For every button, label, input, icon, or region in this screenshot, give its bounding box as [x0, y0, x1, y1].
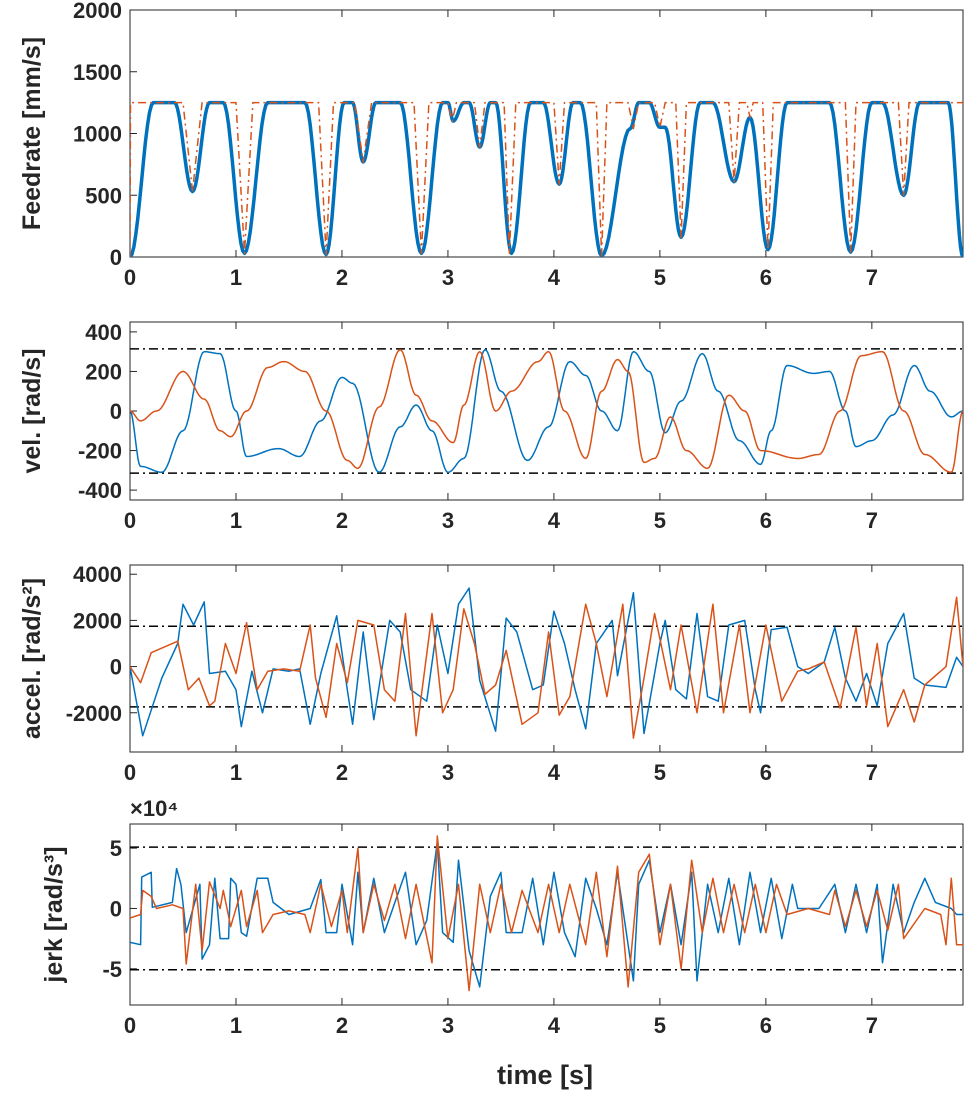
y-tick-label: 0 — [110, 245, 122, 270]
y-tick-label: 2000 — [73, 0, 122, 23]
feedrate-subplot: 0 1 2 3 4 5 6 7 0 500 1000 1500 2000 Feedrate [mm/s] — [18, 0, 964, 290]
x-tick-label: 3 — [442, 760, 454, 785]
x-tick-label: 2 — [336, 760, 348, 785]
x-tick-label: 1 — [230, 1013, 242, 1038]
x-tick-label: 0 — [124, 760, 136, 785]
plot-area — [129, 9, 964, 258]
x-tick-label: 4 — [548, 265, 561, 290]
plot-area — [129, 823, 964, 1006]
x-tick-label: 6 — [760, 1013, 772, 1038]
acceleration-series-2 — [130, 596, 963, 739]
y-axis-label: Feedrate [mm/s] — [18, 37, 46, 230]
feedrate-series-2 — [130, 101, 963, 257]
x-tick-label: 3 — [442, 1013, 454, 1038]
jerk-subplot: 0 1 2 3 4 5 6 7 -5 0 5 jerk [rad/s³] — [40, 823, 964, 1038]
x-tick-label: 0 — [124, 508, 136, 533]
x-tick-label: 0 — [124, 1013, 136, 1038]
x-tick-label: 5 — [654, 1013, 666, 1038]
velocity-subplot: 0 1 2 3 4 5 6 7 -400 -200 0 200 400 vel. [rad/s] — [18, 320, 964, 533]
jerk-series-2 — [130, 835, 963, 992]
x-tick-label: 2 — [336, 265, 348, 290]
x-tick-label: 7 — [866, 265, 878, 290]
jerk-series-1 — [130, 841, 963, 988]
x-tick-label: 2 — [336, 1013, 348, 1038]
y-axis-label: vel. [rad/s] — [18, 348, 46, 473]
y-tick-label: -2000 — [66, 701, 122, 726]
y-tick-label: 5 — [110, 836, 122, 861]
x-tick-label: 1 — [230, 760, 242, 785]
x-tick-label: 5 — [654, 760, 666, 785]
y-tick-label: 400 — [85, 320, 122, 345]
x-tick-label: 7 — [866, 760, 878, 785]
x-tick-label: 6 — [760, 508, 772, 533]
velocity-series-1 — [130, 348, 963, 474]
x-tick-label: 6 — [760, 265, 772, 290]
x-tick-label: 4 — [548, 760, 561, 785]
y-tick-label: 0 — [110, 655, 122, 680]
y-tick-label: 500 — [85, 183, 122, 208]
y-tick-label: 0 — [110, 896, 122, 921]
y-tick-label: 0 — [110, 399, 122, 424]
x-tick-label: 1 — [230, 508, 242, 533]
x-tick-label: 0 — [124, 265, 136, 290]
y-tick-label: -200 — [78, 439, 122, 464]
acceleration-subplot: 0 1 2 3 4 5 6 7 -2000 0 2000 4000 accel. [rad/s²] — [18, 562, 964, 785]
y-tick-label: 1500 — [73, 60, 122, 85]
x-tick-label: 4 — [548, 1013, 561, 1038]
y-tick-label: 1000 — [73, 122, 122, 147]
x-tick-label: 3 — [442, 508, 454, 533]
x-tick-label: 1 — [230, 265, 242, 290]
x-tick-label: 4 — [548, 508, 561, 533]
y-tick-label: 4000 — [73, 562, 122, 587]
x-tick-label: 7 — [866, 508, 878, 533]
x-tick-label: 2 — [336, 508, 348, 533]
x-tick-label: 3 — [442, 265, 454, 290]
y-tick-label: -5 — [102, 957, 122, 982]
x-tick-label: 6 — [760, 760, 772, 785]
y-tick-label: 200 — [85, 359, 122, 384]
y-tick-label: 2000 — [73, 608, 122, 633]
y-axis-label: jerk [rad/s³] — [40, 846, 68, 983]
x-tick-label: 7 — [866, 1013, 878, 1038]
jerk-exponent-label: ×10⁴ — [130, 796, 178, 821]
velocity-series-2 — [130, 348, 963, 474]
x-axis-label: time [s] — [497, 1060, 593, 1090]
y-tick-label: -400 — [78, 478, 122, 503]
x-tick-label: 5 — [654, 508, 666, 533]
y-axis-label: accel. [rad/s²] — [18, 578, 46, 739]
x-tick-label: 5 — [654, 265, 666, 290]
